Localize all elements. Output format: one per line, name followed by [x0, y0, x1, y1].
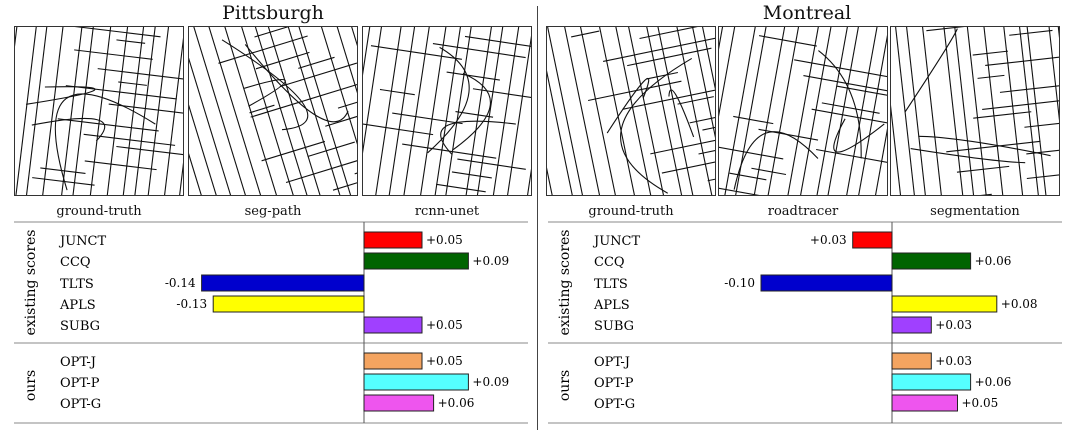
- bar-junct: [852, 231, 893, 249]
- data-label: +0.09: [472, 375, 509, 389]
- road-map-thumbnail: [362, 26, 532, 196]
- bar-opt-p: [891, 373, 972, 391]
- group-label: ours: [557, 370, 573, 401]
- group-label: ours: [23, 370, 39, 401]
- metric-label: OPT-J: [594, 355, 630, 370]
- group-label: existing scores: [23, 230, 39, 336]
- data-label: +0.05: [962, 396, 999, 410]
- map-label: rcnn-unet: [414, 204, 480, 219]
- map-label: roadtracer: [767, 204, 839, 219]
- map-label: segmentation: [930, 204, 1020, 219]
- bar-subg: [891, 316, 932, 334]
- metric-label: SUBG: [594, 319, 634, 334]
- bar-junct: [363, 231, 423, 249]
- metric-label: CCQ: [60, 255, 91, 270]
- map-label: ground-truth: [56, 204, 142, 219]
- bar-ccq: [363, 252, 469, 270]
- data-label: +0.03: [810, 233, 847, 247]
- data-label: +0.03: [935, 354, 972, 368]
- panel-pittsburgh: Pittsburgh ground-truth seg-path rcnn-un…: [8, 0, 538, 435]
- chart-title: Montreal: [762, 2, 852, 24]
- bar-ccq: [891, 252, 972, 270]
- data-label: +0.06: [438, 396, 475, 410]
- data-label: +0.05: [426, 233, 463, 247]
- data-label: +0.06: [975, 375, 1012, 389]
- bar-apls: [891, 295, 998, 313]
- metric-label: JUNCT: [592, 234, 640, 249]
- metric-label: CCQ: [594, 255, 625, 270]
- metric-label: TLTS: [594, 277, 628, 292]
- panel-montreal: Montreal ground-truth roadtracer segment…: [542, 0, 1072, 435]
- metric-label: OPT-G: [594, 397, 635, 412]
- bar-chart: existing scores JUNCT +0.05 CCQ +0.09 TLTS -0.…: [14, 221, 528, 424]
- data-label: +0.09: [472, 254, 509, 268]
- road-map-thumbnail: [546, 26, 716, 196]
- panel-divider: [537, 6, 538, 430]
- chart-title: Pittsburgh: [222, 2, 324, 24]
- metric-label: OPT-P: [594, 376, 634, 391]
- data-label: +0.06: [975, 254, 1012, 268]
- bar-tlts: [760, 274, 893, 292]
- bar-opt-j: [363, 352, 423, 370]
- data-label: -0.13: [176, 297, 207, 311]
- metric-label: SUBG: [60, 319, 100, 334]
- data-label: +0.08: [1001, 297, 1038, 311]
- metric-label: JUNCT: [58, 234, 106, 249]
- group-label: existing scores: [557, 230, 573, 336]
- map-label: ground-truth: [588, 204, 674, 219]
- metric-label: APLS: [593, 298, 630, 313]
- bar-apls: [212, 295, 365, 313]
- road-map-thumbnail: [718, 26, 888, 196]
- bar-subg: [363, 316, 423, 334]
- road-map-thumbnail: [188, 26, 358, 196]
- metric-label: OPT-G: [60, 397, 101, 412]
- data-label: +0.03: [935, 318, 972, 332]
- map-label: seg-path: [244, 204, 302, 219]
- road-map-thumbnail: [890, 26, 1060, 196]
- metric-label: OPT-J: [60, 355, 96, 370]
- road-map-thumbnail: [14, 26, 184, 196]
- metric-label: APLS: [59, 298, 96, 313]
- bar-opt-p: [363, 373, 469, 391]
- bar-chart: existing scores JUNCT +0.03 CCQ +0.06 TLTS -0.…: [548, 221, 1062, 424]
- bar-opt-j: [891, 352, 932, 370]
- data-label: -0.10: [724, 276, 755, 290]
- bar-tlts: [201, 274, 365, 292]
- data-label: -0.14: [165, 276, 196, 290]
- data-label: +0.05: [426, 354, 463, 368]
- data-label: +0.05: [426, 318, 463, 332]
- bar-opt-g: [363, 394, 435, 412]
- bar-opt-g: [891, 394, 958, 412]
- metric-label: OPT-P: [60, 376, 100, 391]
- metric-label: TLTS: [60, 277, 94, 292]
